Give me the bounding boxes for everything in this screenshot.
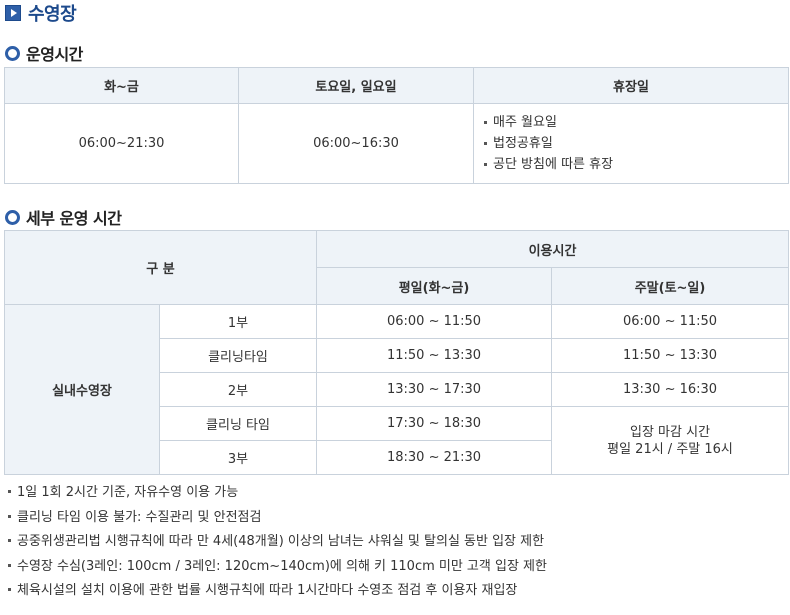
- closed-days-list: 매주 월요일 법정공휴일 공단 방침에 따른 휴장: [474, 112, 788, 175]
- circle-bullet-icon: [5, 45, 20, 61]
- weekday-time: 17:30 ~ 18:30: [316, 406, 553, 441]
- session-name: 3부: [158, 440, 318, 475]
- table-row: 3부 18:30 ~ 21:30: [5, 440, 789, 475]
- header-weekend: 주말(토~일): [551, 267, 790, 305]
- list-item: 매주 월요일: [484, 112, 788, 133]
- weekday-time: 06:00 ~ 11:50: [316, 304, 553, 339]
- table-header-row: 구 분 이용시간: [3, 230, 790, 305]
- play-arrow-icon: [5, 5, 21, 21]
- table-header-row: 화~금 토요일, 일요일 휴장일: [4, 67, 789, 104]
- weekday-time: 11:50 ~ 13:30: [316, 338, 553, 373]
- table-header-row: 평일(화~금) 주말(토~일): [5, 267, 790, 305]
- facility-name: 실내수영장: [4, 304, 160, 475]
- list-item: 공중위생관리법 시행규칙에 따라 만 4세(48개월) 이상의 남녀는 샤워실 …: [8, 530, 547, 555]
- closing-note-line: 평일 21시 / 주말 16시: [607, 441, 733, 457]
- detail-hours-title: 세부 운영 시간: [26, 209, 122, 228]
- session-name: 1부: [158, 304, 318, 339]
- session-name: 클리닝 타임: [158, 406, 318, 441]
- header-usage-time: 이용시간: [316, 230, 790, 268]
- list-item: 수영장 수심(3레인: 100cm / 3레인: 120cm~140cm)에 의…: [8, 555, 547, 580]
- page-title: 수영장: [28, 4, 77, 25]
- table-row: 클리닝타임 11:50 ~ 13:30 11:50 ~ 13:30: [5, 338, 790, 373]
- list-item: 1일 1회 2시간 기준, 자유수영 이용 가능: [8, 481, 547, 506]
- table-row: 06:00~21:30 06:00~16:30 매주 월요일 법정공휴일 공단 …: [4, 103, 789, 184]
- list-item: 체육시설의 설치 이용에 관한 법률 시행규칙에 따라 1시간마다 수영조 점검…: [8, 579, 547, 604]
- circle-bullet-icon: [5, 209, 20, 225]
- weekend-closing-note: 입장 마감 시간 평일 21시 / 주말 16시: [551, 406, 790, 475]
- operating-hours-table: 화~금 토요일, 일요일 휴장일 06:00~21:30 06:00~16:30…: [4, 67, 789, 184]
- table-row: 실내수영장 1부 06:00 ~ 11:50 06:00 ~ 11:50: [4, 304, 790, 475]
- header-weekday: 화~금: [4, 67, 239, 104]
- closed-days-cell: 매주 월요일 법정공휴일 공단 방침에 따른 휴장: [473, 103, 789, 184]
- weekend-time: 06:00 ~ 11:50: [551, 304, 790, 339]
- weekday-hours: 06:00~21:30: [4, 103, 239, 184]
- operating-hours-title: 운영시간: [26, 45, 83, 64]
- list-item: 클리닝 타임 이용 불가: 수질관리 및 안전점검: [8, 506, 547, 531]
- weekday-time: 18:30 ~ 21:30: [316, 440, 553, 475]
- header-division: 구 분: [3, 230, 318, 305]
- table-row: 클리닝 타임 17:30 ~ 18:30 입장 마감 시간 평일 21시 / 주…: [5, 406, 790, 475]
- weekday-time: 13:30 ~ 17:30: [316, 372, 553, 407]
- weekend-hours: 06:00~16:30: [238, 103, 474, 184]
- weekend-time: 11:50 ~ 13:30: [551, 338, 790, 373]
- detail-hours-heading: 세부 운영 시간: [5, 205, 122, 229]
- operating-hours-heading: 운영시간: [5, 41, 83, 65]
- header-weekday: 평일(화~금): [316, 267, 553, 305]
- table-row: 2부 13:30 ~ 17:30 13:30 ~ 16:30: [5, 372, 790, 407]
- session-name: 클리닝타임: [158, 338, 318, 373]
- session-name: 2부: [158, 372, 318, 407]
- header-weekend: 토요일, 일요일: [238, 67, 474, 104]
- list-item: 공단 방침에 따른 휴장: [484, 154, 788, 175]
- page-title-bar: 수영장: [5, 0, 77, 26]
- list-item: 법정공휴일: [484, 133, 788, 154]
- weekend-time: 13:30 ~ 16:30: [551, 372, 790, 407]
- header-closed: 휴장일: [473, 67, 789, 104]
- closing-note-line: 입장 마감 시간: [630, 424, 711, 440]
- notes-list: 1일 1회 2시간 기준, 자유수영 이용 가능 클리닝 타임 이용 불가: 수…: [8, 481, 547, 604]
- detail-hours-table: 구 분 이용시간 평일(화~금) 주말(토~일) 실내수영장 1부 06:00 …: [3, 230, 790, 475]
